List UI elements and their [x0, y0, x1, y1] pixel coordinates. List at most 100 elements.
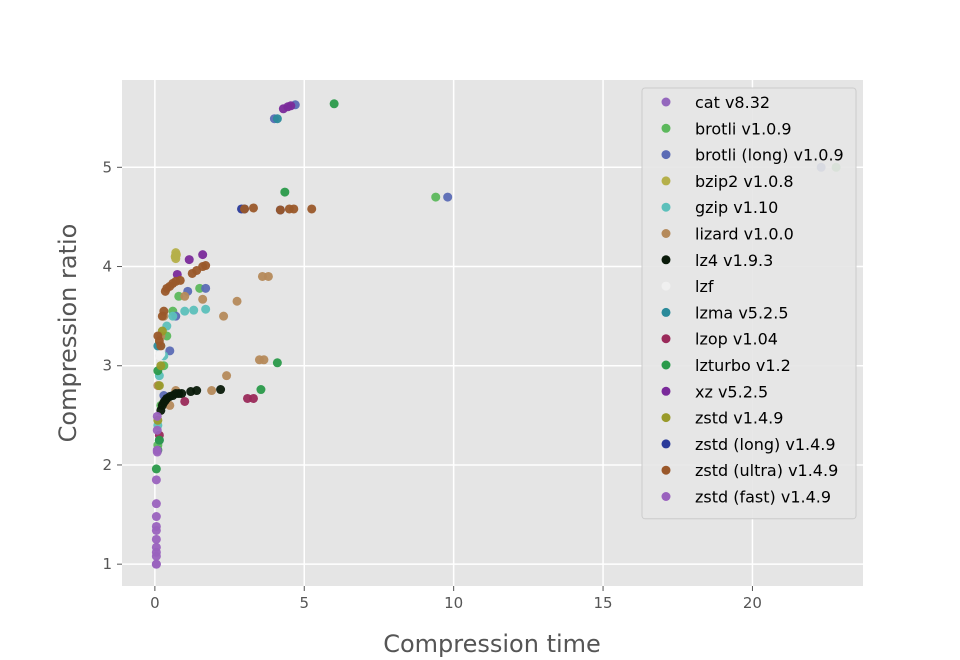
legend-marker	[661, 97, 671, 107]
data-point	[263, 271, 273, 281]
data-point	[280, 187, 290, 197]
legend-label: lzf	[695, 277, 714, 296]
data-point	[189, 305, 199, 315]
legend-entry: cat v8.32	[661, 93, 770, 112]
data-points	[151, 99, 841, 569]
legend-entry: lzturbo v1.2	[661, 356, 791, 375]
legend-marker	[661, 176, 671, 186]
data-point	[168, 311, 178, 321]
y-axis-label: Compression ratio	[54, 224, 82, 443]
x-tick-label: 20	[743, 594, 762, 612]
series-points	[151, 411, 162, 569]
data-point	[431, 192, 441, 202]
legend-entry: brotli (long) v1.0.9	[661, 146, 844, 165]
legend-label: bzip2 v1.0.8	[695, 172, 794, 191]
data-point	[272, 358, 282, 368]
legend-entry: lzf	[661, 277, 714, 296]
data-point	[151, 559, 161, 569]
legend-entry: zstd (fast) v1.4.9	[661, 488, 831, 507]
legend-label: xz v5.2.5	[695, 382, 768, 401]
data-point	[180, 291, 190, 301]
data-point	[151, 521, 161, 531]
y-tick-label: 5	[102, 158, 112, 176]
data-point	[201, 304, 211, 314]
data-point	[177, 389, 187, 399]
data-point	[201, 261, 211, 271]
data-point	[272, 114, 282, 124]
data-point	[151, 464, 161, 474]
data-point	[259, 355, 269, 365]
legend-marker	[661, 465, 671, 475]
legend-entry: zstd v1.4.9	[661, 409, 783, 428]
series-points	[156, 385, 226, 415]
legend-label: lzma v5.2.5	[695, 303, 789, 322]
data-point	[219, 311, 229, 321]
legend-marker	[661, 413, 671, 423]
data-point	[152, 411, 162, 421]
data-point	[307, 204, 317, 214]
x-tick-label: 10	[444, 594, 463, 612]
data-point	[275, 205, 285, 215]
data-point	[207, 386, 217, 396]
legend-entry: lizard v1.0.0	[661, 225, 794, 244]
data-point	[180, 306, 190, 316]
series-points	[153, 203, 317, 351]
data-point	[198, 250, 208, 260]
legend-marker	[661, 229, 671, 238]
data-point	[198, 294, 208, 304]
legend-label: zstd (fast) v1.4.9	[695, 488, 831, 507]
data-point	[171, 250, 181, 260]
y-tick-label: 3	[102, 357, 112, 375]
legend-entry: lz4 v1.9.3	[661, 251, 773, 270]
legend-marker	[661, 307, 671, 317]
y-tick-label: 2	[102, 456, 112, 474]
legend-label: zstd (ultra) v1.4.9	[695, 461, 838, 480]
legend-label: brotli (long) v1.0.9	[695, 146, 844, 165]
series-points	[170, 248, 181, 264]
legend-entry: lzma v5.2.5	[661, 303, 789, 322]
legend-entry: bzip2 v1.0.8	[661, 172, 794, 191]
legend-entry: brotli v1.0.9	[661, 119, 792, 138]
legend-entry: zstd (long) v1.4.9	[661, 435, 836, 454]
data-point	[151, 542, 161, 552]
legend-label: zstd (long) v1.4.9	[695, 435, 836, 454]
data-point	[289, 204, 299, 214]
data-point	[256, 385, 266, 395]
legend-box	[641, 87, 857, 520]
x-axis-ticks: 0 5 10 15 20	[150, 586, 762, 612]
data-point	[216, 385, 226, 395]
data-point	[329, 99, 339, 109]
data-point	[443, 192, 453, 202]
legend-label: zstd v1.4.9	[695, 409, 783, 428]
legend-label: gzip v1.10	[695, 198, 778, 217]
data-point	[165, 346, 175, 356]
legend-entry: gzip v1.10	[661, 198, 778, 217]
data-point	[248, 203, 258, 213]
legend-label: lz4 v1.9.3	[695, 251, 773, 270]
legend-marker	[661, 150, 671, 160]
data-point	[201, 283, 211, 293]
legend: cat v8.32 brotli v1.0.9 brotli (long) v1.0…	[641, 87, 857, 520]
data-point	[159, 306, 169, 316]
legend-marker	[661, 202, 671, 212]
series-points	[154, 349, 166, 361]
data-point	[180, 396, 190, 406]
legend-marker	[661, 123, 671, 133]
legend-marker	[661, 360, 671, 370]
legend-label: cat v8.32	[695, 93, 770, 112]
data-point	[151, 499, 161, 509]
data-point	[240, 204, 250, 214]
y-tick-label: 4	[102, 258, 112, 276]
data-point	[151, 512, 161, 522]
data-point	[151, 534, 161, 544]
x-tick-label: 5	[299, 594, 309, 612]
legend-label: brotli v1.0.9	[695, 119, 792, 138]
legend-marker	[661, 334, 671, 344]
legend-entry: lzop v1.04	[661, 330, 778, 349]
data-point	[192, 386, 202, 396]
x-tick-label: 15	[594, 594, 613, 612]
legend-marker	[661, 439, 671, 449]
data-point	[152, 445, 162, 455]
legend-marker	[661, 281, 671, 291]
